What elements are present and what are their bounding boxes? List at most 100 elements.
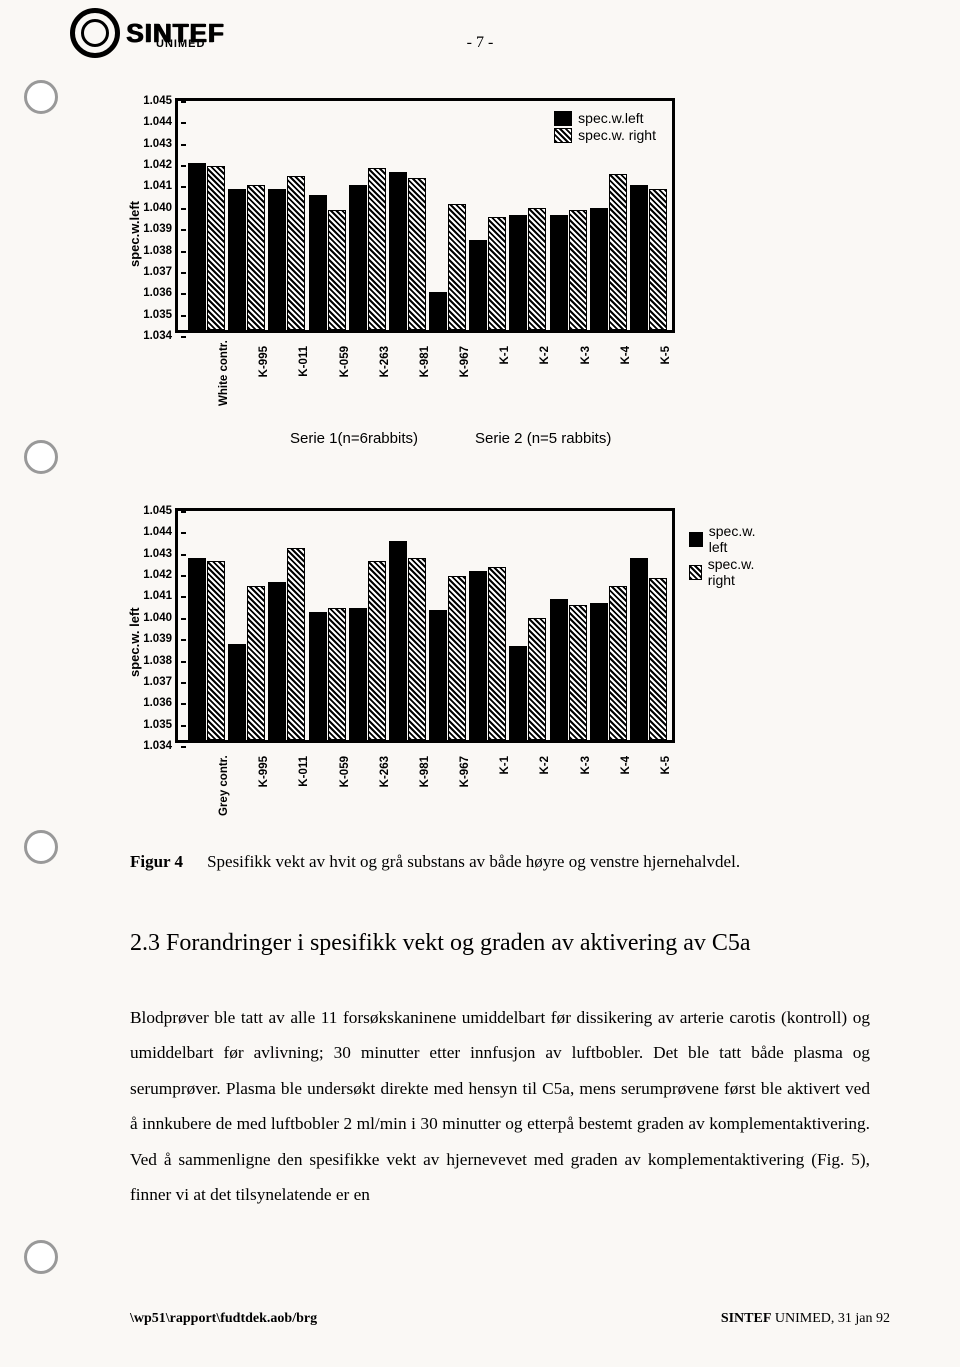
x-tick-label: K-981 (419, 346, 431, 406)
bar-left (389, 172, 407, 330)
x-tick-label: K-967 (459, 756, 471, 816)
y-tick: 1.039 (143, 633, 178, 645)
y-tick: 1.041 (143, 180, 178, 192)
bar-left (630, 558, 648, 740)
chart-2: spec.w. left 1.0341.0351.0361.0371.0381.… (175, 508, 675, 743)
chart2-legend: spec.w. left spec.w. right (685, 520, 764, 591)
x-tick-label: K-263 (379, 346, 391, 406)
x-tick-label: K-1 (499, 756, 511, 816)
legend-swatch-solid (554, 111, 572, 126)
bar-right (569, 605, 587, 740)
bar-group (309, 608, 346, 740)
bar-group (509, 208, 546, 330)
x-tick-label: K-5 (660, 346, 672, 406)
bar-right (569, 210, 587, 330)
y-tick: 1.042 (143, 569, 178, 581)
legend-swatch-hatch (554, 128, 572, 143)
bar-right (609, 174, 627, 330)
x-tick-label: K-011 (298, 756, 310, 816)
x-tick-label: K-2 (539, 756, 551, 816)
bar-group (188, 163, 225, 330)
y-tick: 1.037 (143, 266, 178, 278)
y-tick: 1.042 (143, 159, 178, 171)
bar-right (328, 608, 346, 740)
bar-group (590, 586, 627, 740)
chart1-ylabel: spec.w.left (127, 201, 142, 267)
bar-right (649, 189, 667, 330)
legend-label: spec.w. left (709, 523, 760, 555)
bar-right (649, 578, 667, 740)
legend-label: spec.w.left (578, 110, 643, 126)
x-tick-label: K-995 (258, 346, 270, 406)
bar-group (429, 204, 466, 330)
bar-left (429, 610, 447, 740)
y-tick: 1.039 (143, 223, 178, 235)
bar-left (349, 608, 367, 740)
bar-left (509, 646, 527, 740)
bar-right (287, 176, 305, 330)
x-tick-label: K-1 (499, 346, 511, 406)
bar-group (389, 172, 426, 330)
x-tick-label: K-3 (580, 346, 592, 406)
page: SINTEF UNIMED - 7 - spec.w.left spec.w.l… (0, 0, 960, 1367)
bar-left (268, 189, 286, 330)
y-tick: 1.036 (143, 697, 178, 709)
y-tick: 1.035 (143, 309, 178, 321)
bar-group (630, 558, 667, 740)
bar-right (488, 567, 506, 740)
x-tick-label: K-4 (620, 756, 632, 816)
bar-group (349, 561, 386, 740)
bar-right (207, 166, 225, 331)
bar-group (590, 174, 627, 330)
bar-left (228, 189, 246, 330)
punch-hole (24, 830, 58, 864)
bar-right (368, 561, 386, 740)
y-tick: 1.044 (143, 526, 178, 538)
bar-left (309, 195, 327, 330)
x-tick-label: K-4 (620, 346, 632, 406)
header-logo: SINTEF (70, 8, 224, 58)
footer-right: SINTEF UNIMED, 31 jan 92 (721, 1311, 890, 1327)
bar-group (429, 576, 466, 741)
bar-right (287, 548, 305, 740)
bar-group (469, 217, 506, 330)
x-tick-label: K-059 (339, 346, 351, 406)
bar-group (228, 586, 265, 740)
bar-left (590, 603, 608, 740)
punch-hole (24, 440, 58, 474)
y-tick: 1.041 (143, 590, 178, 602)
page-number: - 7 - (467, 34, 494, 52)
body-paragraph: Blodprøver ble tatt av alle 11 forsøkska… (130, 1000, 870, 1213)
bar-right (408, 178, 426, 330)
y-tick: 1.035 (143, 719, 178, 731)
punch-hole (24, 80, 58, 114)
bar-left (590, 208, 608, 330)
punch-hole (24, 1240, 58, 1274)
y-tick: 1.038 (143, 245, 178, 257)
bar-right (448, 576, 466, 741)
footer-left: \wp51\rapport\fudtdek.aob/brg (130, 1311, 317, 1327)
y-tick: 1.037 (143, 676, 178, 688)
bar-right (528, 208, 546, 330)
x-tick-label: White contr. (218, 346, 230, 406)
bar-left (389, 541, 407, 740)
bar-right (448, 204, 466, 330)
bar-left (429, 292, 447, 330)
bar-group (349, 168, 386, 330)
chart-1: spec.w.left spec.w.left spec.w. right 1.… (175, 98, 675, 333)
bar-left (309, 612, 327, 740)
bar-right (368, 168, 386, 330)
x-tick-label: K-263 (379, 756, 391, 816)
sub-brand: UNIMED (156, 38, 205, 50)
bar-left (469, 240, 487, 330)
chart1-series2-caption: Serie 2 (n=5 rabbits) (475, 430, 611, 447)
y-tick: 1.044 (143, 116, 178, 128)
bar-left (188, 558, 206, 740)
y-tick: 1.043 (143, 548, 178, 560)
section-heading: 2.3 Forandringer i spesifikk vekt og gra… (130, 930, 751, 957)
y-tick: 1.034 (143, 330, 178, 342)
legend-label: spec.w. right (708, 556, 760, 588)
bar-right (488, 217, 506, 330)
bar-left (550, 599, 568, 740)
bar-right (528, 618, 546, 740)
